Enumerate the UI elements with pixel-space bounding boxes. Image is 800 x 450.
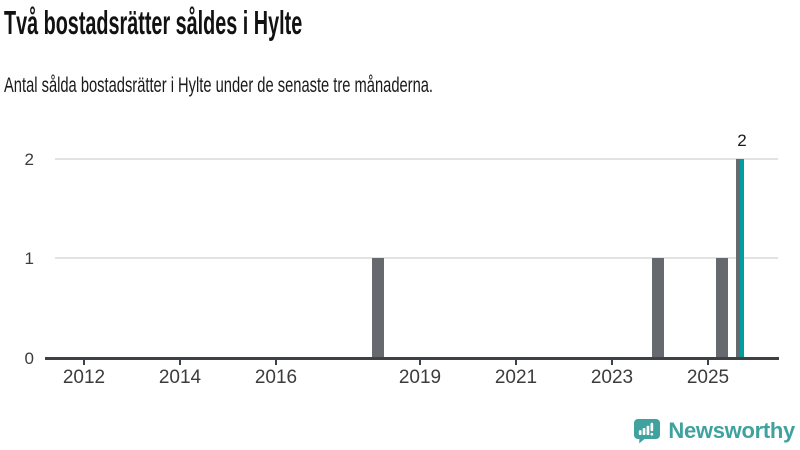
x-axis-tick [275, 359, 277, 365]
bar [724, 257, 728, 357]
bar [372, 257, 376, 357]
x-axis-tick-label: 2012 [62, 367, 106, 388]
x-axis-tick-label: 2019 [398, 367, 442, 388]
x-axis-tick-label: 2016 [254, 367, 298, 388]
page-title: Två bostadsrätter såldes i Hylte [4, 4, 303, 41]
bar [376, 257, 380, 357]
bar [736, 158, 740, 357]
y-axis-tick-label: 2 [24, 149, 34, 169]
y-axis-tick-label: 0 [24, 348, 34, 368]
x-axis-tick [179, 359, 181, 365]
x-axis-tick-label: 2025 [686, 367, 730, 388]
bar-highlighted [740, 158, 744, 357]
logo-bars-glyph [639, 422, 654, 436]
y-gridline [55, 157, 778, 160]
brand-footer[interactable]: Newsworthy [633, 418, 795, 444]
x-axis-tick-label: 2023 [590, 367, 634, 388]
bar-value-label: 2 [737, 130, 747, 150]
x-axis-line [45, 356, 779, 360]
x-axis-tick [419, 359, 421, 365]
y-axis-tick-label: 1 [24, 248, 34, 268]
x-axis-tick [611, 359, 613, 365]
bar [380, 257, 384, 357]
x-axis-tick-label: 2014 [158, 367, 202, 388]
bar [660, 257, 664, 357]
y-gridline [55, 256, 778, 259]
newsworthy-logo-icon [634, 419, 661, 444]
bar-chart: 0 1 2 2012 2014 2016 2019 2021 2023 2025 2 [24, 130, 779, 388]
bar [720, 257, 724, 357]
x-axis-tick [707, 359, 709, 365]
bar [652, 257, 656, 357]
chart-subtitle: Antal sålda bostadsrätter i Hylte under … [4, 74, 434, 97]
x-axis-tick [83, 359, 85, 365]
bar [716, 257, 720, 357]
brand-name: Newsworthy [668, 418, 795, 443]
x-axis-tick-label: 2021 [494, 367, 538, 388]
bar [656, 257, 660, 357]
x-axis-tick [515, 359, 517, 365]
